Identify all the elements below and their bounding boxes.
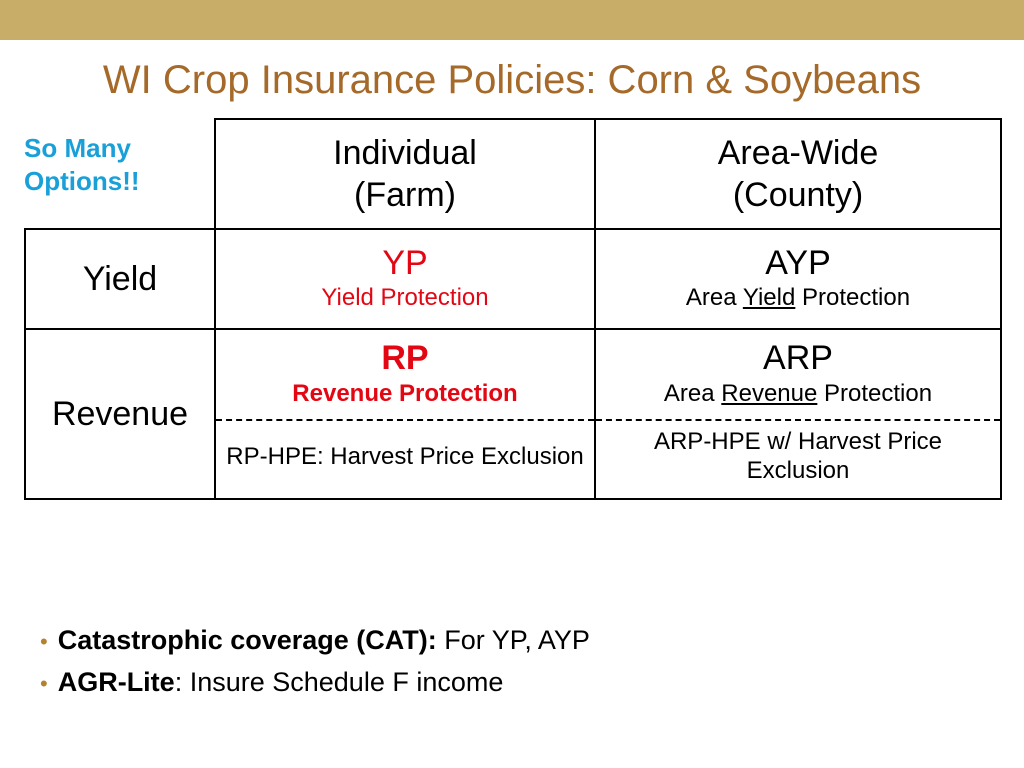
yp-abbr: YP (222, 245, 588, 282)
col-area: Area-Wide (County) (595, 119, 1001, 229)
col-individual: Individual (Farm) (215, 119, 595, 229)
cell-rphpe: RP-HPE: Harvest Price Exclusion (215, 420, 595, 499)
bullet-cat-rest: For YP, AYP (437, 625, 590, 655)
cell-rp: RP Revenue Protection (215, 329, 595, 420)
rp-abbr: RP (222, 340, 588, 377)
bullet-agr: • AGR-Lite: Insure Schedule F income (40, 662, 590, 704)
rowhead-yield: Yield (25, 229, 215, 329)
top-accent-bar (0, 0, 1024, 40)
col-area-l1: Area-Wide (718, 134, 879, 172)
yp-desc: Yield Protection (222, 284, 588, 313)
cell-arp: ARP Area Revenue Protection (595, 329, 1001, 420)
row-revenue-main: Revenue RP Revenue Protection ARP Area R… (25, 329, 1001, 420)
cell-arphpe: ARP-HPE w/ Harvest Price Exclusion (595, 420, 1001, 499)
ayp-abbr: AYP (602, 245, 994, 282)
header-spacer (25, 119, 215, 229)
bullet-dot-icon: • (40, 631, 48, 653)
bullet-dot-icon: • (40, 673, 48, 695)
bullet-agr-rest: : Insure Schedule F income (175, 667, 504, 697)
arp-desc: Area Revenue Protection (602, 380, 994, 409)
col-individual-l1: Individual (333, 134, 477, 172)
bullet-agr-bold: AGR-Lite (58, 667, 175, 697)
col-individual-l2: (Farm) (354, 176, 456, 214)
cell-yp: YP Yield Protection (215, 229, 595, 329)
policy-table: Individual (Farm) Area-Wide (County) Yie… (24, 118, 1000, 500)
rp-desc: Revenue Protection (222, 380, 588, 409)
row-yield: Yield YP Yield Protection AYP Area Yield… (25, 229, 1001, 329)
ayp-desc: Area Yield Protection (602, 284, 994, 313)
bullet-cat: • Catastrophic coverage (CAT): For YP, A… (40, 620, 590, 662)
cell-ayp: AYP Area Yield Protection (595, 229, 1001, 329)
table-header-row: Individual (Farm) Area-Wide (County) (25, 119, 1001, 229)
arp-abbr: ARP (602, 340, 994, 377)
rowhead-revenue: Revenue (25, 329, 215, 499)
col-area-l2: (County) (733, 176, 863, 214)
footer-bullets: • Catastrophic coverage (CAT): For YP, A… (40, 620, 590, 704)
bullet-cat-bold: Catastrophic coverage (CAT): (58, 625, 437, 655)
slide-title: WI Crop Insurance Policies: Corn & Soybe… (0, 58, 1024, 103)
